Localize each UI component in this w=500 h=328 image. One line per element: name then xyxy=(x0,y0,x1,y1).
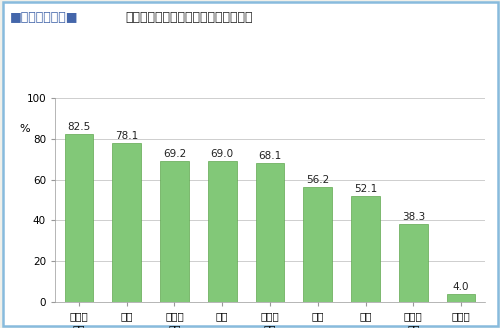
Text: 企業の重視するリスク（複数回答可）: 企業の重視するリスク（複数回答可） xyxy=(125,11,252,25)
Bar xyxy=(447,294,476,302)
Y-axis label: %: % xyxy=(20,124,30,134)
Text: 82.5: 82.5 xyxy=(68,122,90,132)
Bar xyxy=(304,188,332,302)
Text: 38.3: 38.3 xyxy=(402,212,425,222)
Bar xyxy=(399,224,428,302)
Bar xyxy=(256,163,284,302)
Text: 52.1: 52.1 xyxy=(354,184,377,194)
Bar xyxy=(351,196,380,302)
Text: 69.2: 69.2 xyxy=(163,149,186,159)
Text: 68.1: 68.1 xyxy=(258,151,281,161)
Bar xyxy=(64,134,93,302)
Text: 56.2: 56.2 xyxy=(306,175,330,185)
Text: 4.0: 4.0 xyxy=(453,282,469,292)
Bar xyxy=(112,143,141,302)
Text: 69.0: 69.0 xyxy=(210,150,234,159)
Bar xyxy=(208,161,236,302)
Bar xyxy=(160,161,189,302)
Text: 78.1: 78.1 xyxy=(115,131,138,141)
Text: ■図３－５－１■: ■図３－５－１■ xyxy=(10,11,78,25)
